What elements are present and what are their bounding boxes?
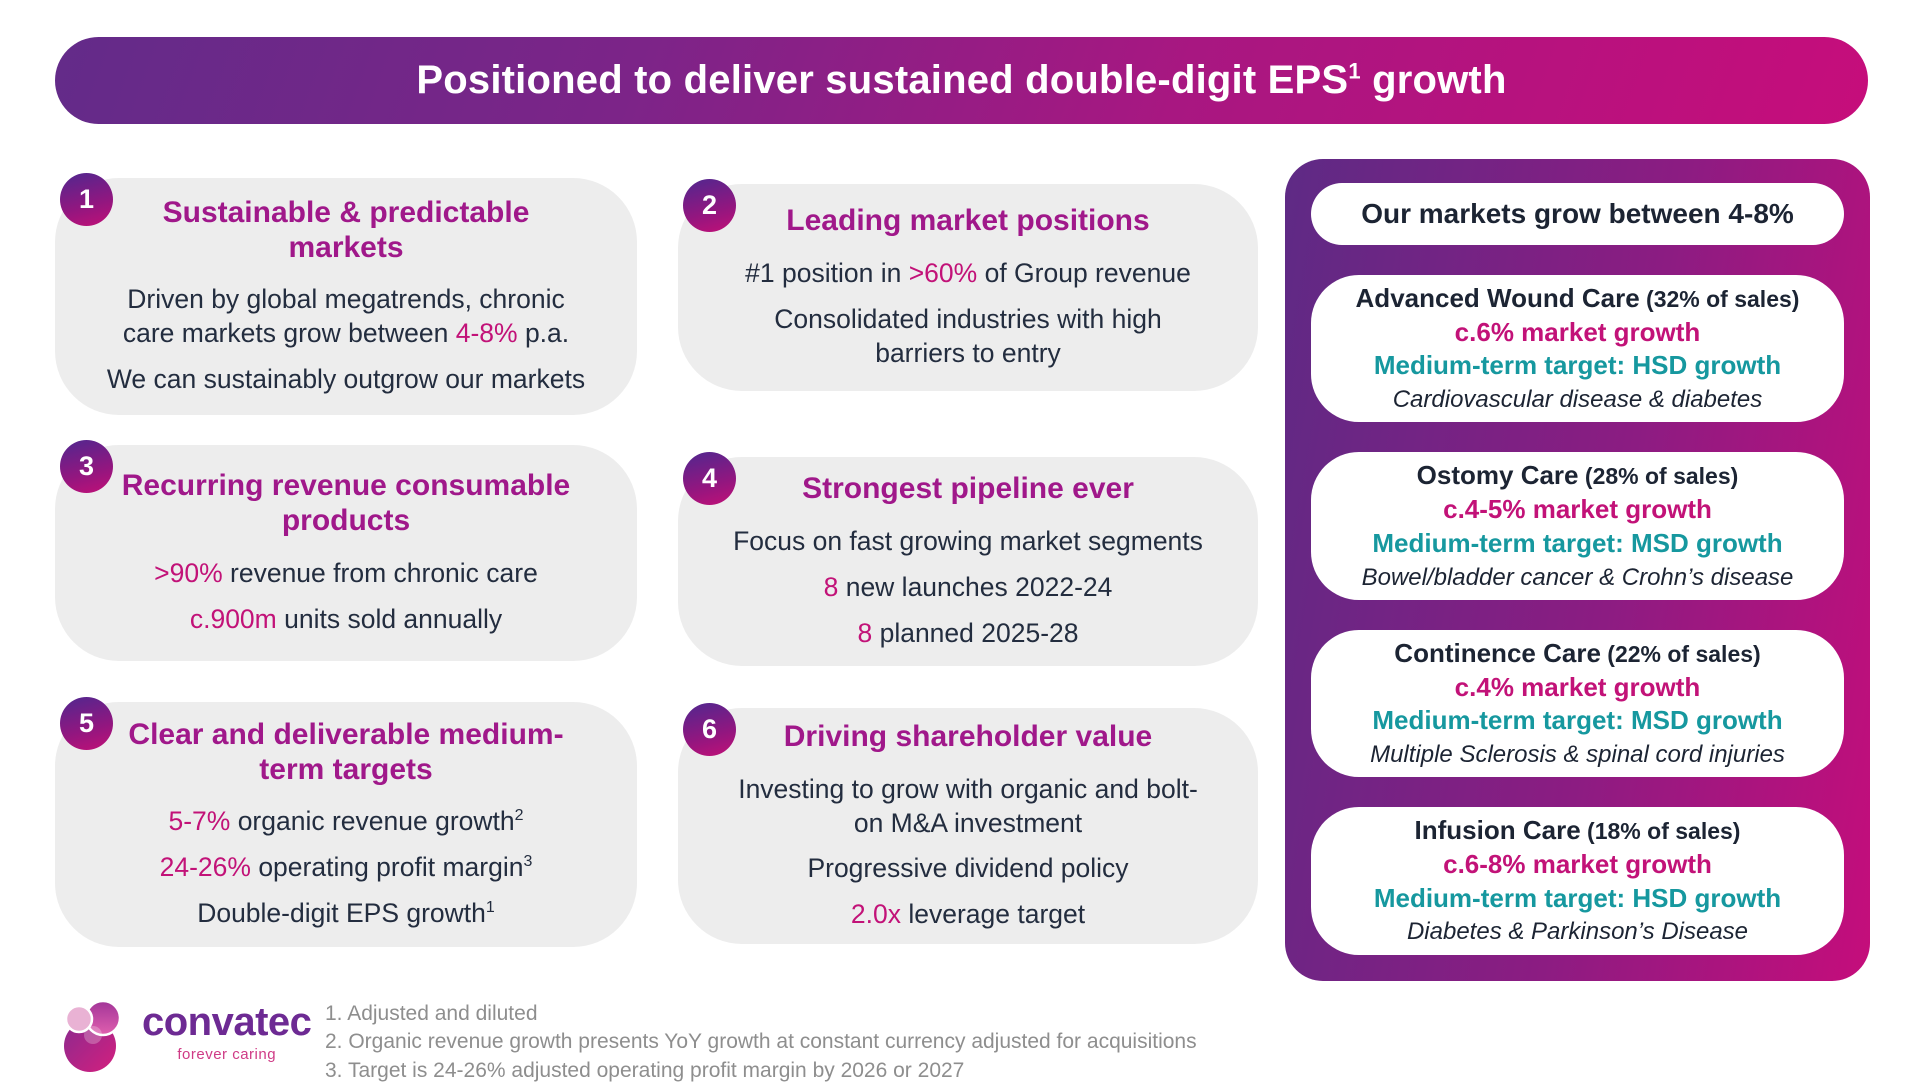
feature-card-column-right: 2 Leading market positions #1 position i… (678, 179, 1258, 944)
market-growth: c.6% market growth (1454, 316, 1701, 347)
card-number-badge: 1 (60, 173, 113, 226)
card-title: Clear and deliverable medium-term target… (128, 717, 564, 786)
card-body-line: 8 planned 2025-28 (857, 617, 1079, 648)
feature-card-recurring-revenue: 3 Recurring revenue consumable products … (55, 440, 637, 661)
market-card-infusion-care: Infusion Care (18% of sales) c.6-8% mark… (1311, 807, 1844, 955)
feature-card-pipeline: 4 Strongest pipeline ever Focus on fast … (678, 452, 1258, 666)
market-drivers: Multiple Sclerosis & spinal cord injurie… (1370, 741, 1785, 768)
market-target: Medium-term target: HSD growth (1373, 882, 1782, 913)
market-name-line: Ostomy Care (28% of sales) (1416, 460, 1739, 491)
market-target: Medium-term target: MSD growth (1372, 705, 1783, 736)
card-title: Recurring revenue consumable products (121, 469, 571, 538)
card-body-line: Driven by global megatrends, chronic car… (122, 284, 570, 349)
convatec-wordmark: convatec (142, 1000, 312, 1044)
convatec-logo-text: convatec forever caring (142, 1000, 312, 1063)
card-body-line: 5-7% organic revenue growth2 (168, 806, 524, 837)
card-number-badge: 3 (60, 440, 113, 493)
market-name-line: Continence Care (22% of sales) (1394, 637, 1761, 668)
card-title: Sustainable & predictable markets (162, 195, 530, 264)
feature-card-column-left: 1 Sustainable & predictable markets Driv… (55, 173, 637, 947)
feature-card-shareholder-value: 6 Driving shareholder value Investing to… (678, 703, 1258, 944)
card-title: Leading market positions (786, 204, 1150, 238)
card-body-line: c.900m units sold annually (189, 603, 503, 634)
title-footnote-marker: 1 (1348, 58, 1361, 84)
page-title: Positioned to deliver sustained double-d… (416, 58, 1507, 102)
markets-panel-header: Our markets grow between 4-8% (1311, 183, 1844, 245)
card-number-badge: 2 (683, 179, 736, 232)
market-growth: c.4% market growth (1454, 671, 1701, 702)
card-number-badge: 5 (60, 697, 113, 750)
markets-panel: Our markets grow between 4-8% Advanced W… (1285, 159, 1870, 981)
footnote: 2. Organic revenue growth presents YoY g… (325, 1030, 1197, 1054)
card-body-line: >90% revenue from chronic care (154, 557, 538, 588)
market-growth: c.6-8% market growth (1443, 848, 1712, 879)
footnote: 3. Target is 24-26% adjusted operating p… (325, 1058, 965, 1082)
card-body-line: #1 position in >60% of Group revenue (745, 258, 1191, 289)
footnote-marker: 3 (523, 853, 533, 871)
market-drivers: Bowel/bladder cancer & Crohn’s disease (1361, 563, 1794, 591)
footnotes-block: 1. Adjusted and diluted 2. Organic reven… (325, 1000, 1197, 1085)
card-number-badge: 6 (683, 703, 736, 756)
footnote-marker: 2 (514, 807, 524, 825)
market-name-line: Advanced Wound Care (32% of sales) (1355, 283, 1800, 313)
feature-card-sustainable-markets: 1 Sustainable & predictable markets Driv… (55, 173, 637, 415)
convatec-tagline: forever caring (177, 1046, 277, 1063)
market-card-ostomy-care: Ostomy Care (28% of sales) c.4-5% market… (1311, 452, 1844, 600)
card-number-badge: 4 (683, 452, 736, 505)
card-body-line: Focus on fast growing market segments (733, 526, 1203, 557)
convatec-logo: convatec forever caring (58, 996, 312, 1079)
convatec-flower-icon (58, 996, 130, 1079)
market-name-line: Infusion Care (18% of sales) (1414, 815, 1741, 846)
market-growth: c.4-5% market growth (1443, 494, 1712, 525)
card-body-line: Consolidated industries with high barrie… (774, 303, 1162, 368)
card-body-line: 24-26% operating profit margin3 (159, 852, 533, 883)
footnote: 1. Adjusted and diluted (325, 1002, 538, 1025)
market-target: Medium-term target: MSD growth (1372, 527, 1783, 558)
market-target: Medium-term target: HSD growth (1373, 350, 1782, 381)
footnote-marker: 1 (485, 899, 495, 917)
feature-card-medium-term-targets: 5 Clear and deliverable medium-term targ… (55, 697, 637, 947)
card-title: Driving shareholder value (783, 719, 1153, 753)
market-drivers: Diabetes & Parkinson’s Disease (1406, 918, 1749, 946)
market-card-advanced-wound-care: Advanced Wound Care (32% of sales) c.6% … (1311, 275, 1844, 423)
feature-card-market-positions: 2 Leading market positions #1 position i… (678, 179, 1258, 391)
card-title: Strongest pipeline ever (802, 472, 1134, 506)
card-body-line: Double-digit EPS growth1 (197, 898, 495, 929)
card-body-line: Progressive dividend policy (807, 853, 1129, 884)
market-drivers: Cardiovascular disease & diabetes (1392, 386, 1763, 414)
card-body-line: 8 new launches 2022-24 (823, 571, 1113, 602)
card-body-line: 2.0x leverage target (850, 899, 1086, 930)
card-body-line: We can sustainably outgrow our markets (106, 364, 586, 395)
market-card-continence-care: Continence Care (22% of sales) c.4% mark… (1311, 629, 1844, 778)
card-body-line: Investing to grow with organic and bolt-… (738, 773, 1198, 838)
slide-title-banner: Positioned to deliver sustained double-d… (55, 37, 1868, 124)
